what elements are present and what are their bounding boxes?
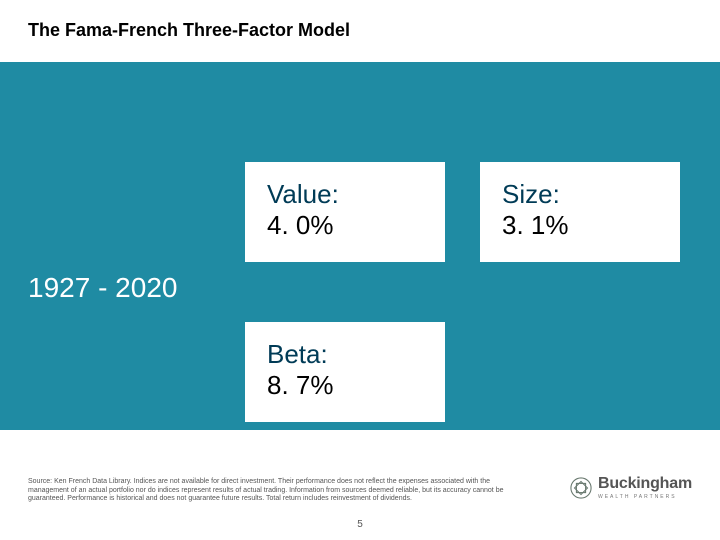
brand-logo: Buckingham WEALTH PARTNERS [570,475,692,500]
logo-text: Buckingham WEALTH PARTNERS [598,475,692,500]
factor-card-beta: Beta: 8. 7% [245,322,445,422]
page-number: 5 [357,519,363,530]
factor-label: Value: [267,180,423,209]
factor-value: 4. 0% [267,211,423,240]
date-range: 1927 - 2020 [28,272,177,304]
factor-card-value: Value: 4. 0% [245,162,445,262]
slide: The Fama-French Three-Factor Model 1927 … [0,0,720,540]
factor-value: 8. 7% [267,371,423,400]
factor-label: Beta: [267,340,423,369]
logo-wordmark: Buckingham [598,475,692,493]
disclaimer-text: Source: Ken French Data Library. Indices… [28,478,508,504]
content-block: 1927 - 2020 Value: 4. 0% Size: 3. 1% Bet… [0,62,720,430]
factor-value: 3. 1% [502,211,658,240]
factor-card-size: Size: 3. 1% [480,162,680,262]
logo-mark-icon [570,477,592,499]
logo-tagline: WEALTH PARTNERS [598,494,692,500]
page-title: The Fama-French Three-Factor Model [28,20,350,41]
factor-label: Size: [502,180,658,209]
